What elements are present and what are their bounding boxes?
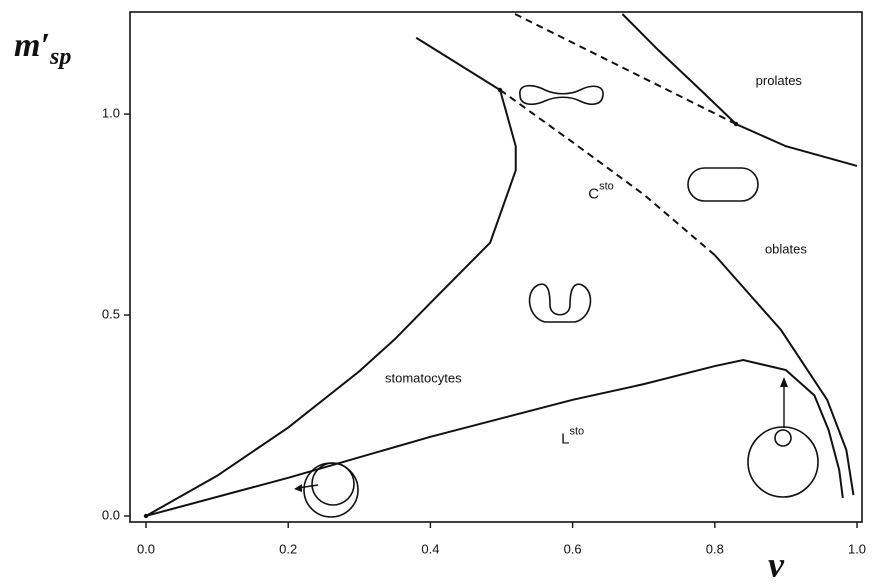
phase-boundary	[145, 359, 844, 517]
y-axis-label: m′sp	[14, 27, 71, 70]
x-tick-label: 0.0	[137, 541, 155, 556]
annotation-sup: sto	[599, 180, 614, 192]
x-tick-label: 0.8	[706, 541, 724, 556]
annotation: stomatocytes	[385, 371, 462, 386]
x-axis-label: v	[768, 544, 785, 584]
annotation-text: stomatocytes	[385, 371, 462, 386]
phase-boundary	[714, 254, 855, 496]
outer-circle	[747, 426, 819, 498]
y-axis-label-main: m′	[14, 27, 50, 64]
inner-circle	[311, 462, 355, 506]
phase-boundary	[514, 13, 737, 126]
dumbbell-shape	[519, 84, 604, 105]
annotation-sup: sto	[569, 426, 584, 438]
annotation: prolates	[756, 73, 803, 88]
y-tick-label: 0.0	[102, 507, 120, 522]
x-tick-label: 0.6	[564, 541, 582, 556]
annotation: Lsto	[561, 426, 584, 448]
shape-icons	[143, 84, 819, 519]
phase-boundary	[621, 13, 858, 167]
oblate-shape	[687, 167, 759, 202]
arrow-head	[294, 484, 302, 492]
x-tick-label: 0.2	[279, 541, 297, 556]
y-axis-label-sub: sp	[49, 44, 71, 70]
phase-boundary	[499, 89, 716, 256]
annotation-text: C	[588, 185, 599, 202]
y-tick-label: 0.5	[102, 306, 120, 321]
x-tick-label: 0.4	[421, 541, 439, 556]
annotation-text: oblates	[765, 242, 807, 257]
annotation: Csto	[588, 180, 614, 202]
phase-boundary	[145, 36, 517, 517]
annotation-text: prolates	[756, 73, 803, 88]
x-tick-label: 1.0	[848, 541, 866, 556]
arrow-head	[780, 377, 788, 387]
annotation: oblates	[765, 242, 807, 257]
plot-frame	[129, 11, 863, 523]
bud-circle	[774, 429, 792, 447]
annotation-text: L	[561, 431, 569, 448]
stomatocyte-shape	[528, 283, 592, 323]
y-tick-label: 1.0	[102, 106, 120, 121]
